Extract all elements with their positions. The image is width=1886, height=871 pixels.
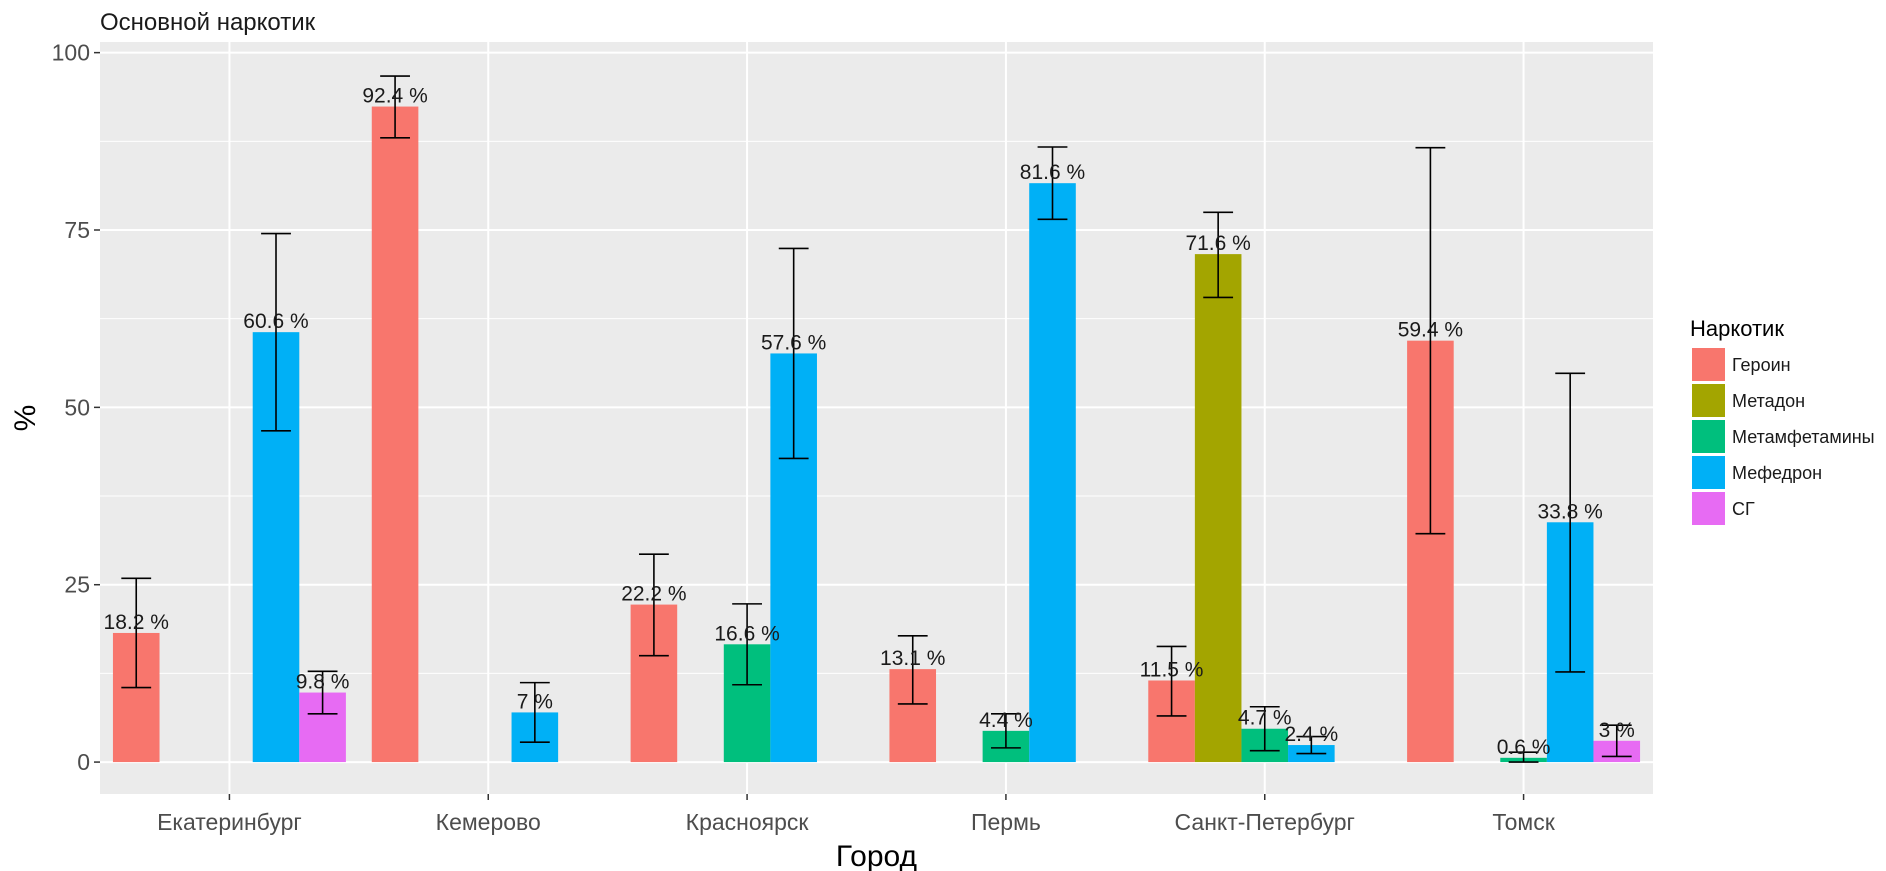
y-axis-title: % (9, 405, 42, 432)
error-bar (1203, 211, 1234, 299)
data-label: 16.6 % (714, 622, 779, 645)
error-bar (121, 577, 152, 689)
data-label: 0.6 % (1497, 736, 1551, 759)
error-bar (1555, 372, 1586, 673)
error-bar (1415, 146, 1446, 535)
data-label: 33.8 % (1537, 500, 1602, 523)
y-tick-label: 100 (52, 40, 90, 66)
legend-label: СГ (1732, 499, 1755, 519)
error-bar (732, 603, 762, 686)
x-tick-label: Пермь (971, 809, 1041, 835)
x-tick-label: Санкт-Петербург (1175, 809, 1355, 835)
y-tick-label: 75 (64, 217, 90, 243)
legend-swatch (1692, 384, 1725, 417)
data-label: 2.4 % (1284, 723, 1338, 746)
legend-swatch (1692, 420, 1725, 453)
error-bar (1296, 735, 1327, 755)
error-bar (1156, 645, 1187, 717)
legend-item: Метамфетамины (1692, 420, 1875, 453)
error-bar (261, 232, 291, 432)
error-bar (638, 553, 669, 657)
data-label: 11.5 % (1140, 658, 1204, 681)
y-axis: 0 25 50 75 100 (52, 40, 100, 775)
error-bar (1601, 724, 1632, 758)
value-labels: 18.2 % 92.4 % 22.2 % 13.1 % 11.5 % 59.4 % 71.6… (104, 85, 1635, 759)
legend-item: Героин (1692, 348, 1791, 381)
data-label: 4.4 % (979, 709, 1033, 732)
data-label: 81.6 % (1020, 161, 1085, 184)
y-tick-label: 25 (64, 572, 90, 598)
error-bar (380, 75, 410, 139)
y-tick-label: 50 (64, 394, 90, 420)
legend-swatch (1692, 348, 1725, 381)
x-axis: Екатеринбург Кемерово Красноярск Пермь Санкт… (157, 794, 1556, 835)
y-tick-label: 0 (77, 749, 90, 775)
x-tick-label: Красноярск (686, 809, 810, 835)
legend-label: Метамфетамины (1732, 427, 1875, 447)
error-bar (1037, 146, 1068, 221)
chart-title: Основной наркотик (100, 9, 316, 36)
data-label: 59.4 % (1398, 319, 1463, 342)
legend-title: Наркотик (1690, 316, 1784, 341)
data-label: 9.8 % (296, 671, 350, 694)
data-label: 60.6 % (243, 310, 308, 333)
error-bar (897, 634, 928, 705)
legend-swatch (1692, 492, 1725, 525)
error-bar (519, 681, 550, 744)
data-label: 3 % (1599, 719, 1635, 742)
legend-item: СГ (1692, 492, 1755, 525)
legend-label: Метадон (1732, 391, 1805, 411)
data-label: 22.2 % (621, 583, 686, 606)
error-bar (307, 670, 338, 715)
bar (371, 106, 419, 763)
error-bar (1508, 751, 1539, 763)
data-label: 4.7 % (1238, 707, 1292, 730)
grid-lines (100, 42, 1653, 794)
legend-swatch (1692, 456, 1725, 489)
bar (1194, 254, 1242, 763)
x-tick-label: Томск (1492, 809, 1555, 835)
bars (112, 106, 1641, 763)
error-bars (121, 75, 1632, 763)
error-bar (778, 247, 809, 460)
x-tick-label: Екатеринбург (157, 809, 302, 835)
legend-label: Героин (1732, 355, 1791, 375)
data-label: 92.4 % (362, 85, 427, 108)
legend-item: Мефедрон (1692, 456, 1822, 489)
error-bar (1249, 705, 1280, 752)
legend-label: Мефедрон (1732, 463, 1822, 483)
legend: Наркотик Героин Метадон Метамфетамины Мефед… (1690, 316, 1875, 525)
error-bar (991, 713, 1021, 749)
data-label: 13.1 % (880, 647, 945, 670)
x-axis-title: Город (836, 840, 917, 871)
plot-panel (100, 42, 1653, 794)
x-tick-label: Кемерово (436, 809, 541, 835)
data-label: 18.2 % (104, 611, 169, 634)
data-label: 7 % (517, 690, 553, 713)
data-label: 57.6 % (761, 331, 826, 354)
legend-item: Метадон (1692, 384, 1805, 417)
data-label: 71.6 % (1185, 232, 1250, 255)
bar (1029, 183, 1076, 763)
